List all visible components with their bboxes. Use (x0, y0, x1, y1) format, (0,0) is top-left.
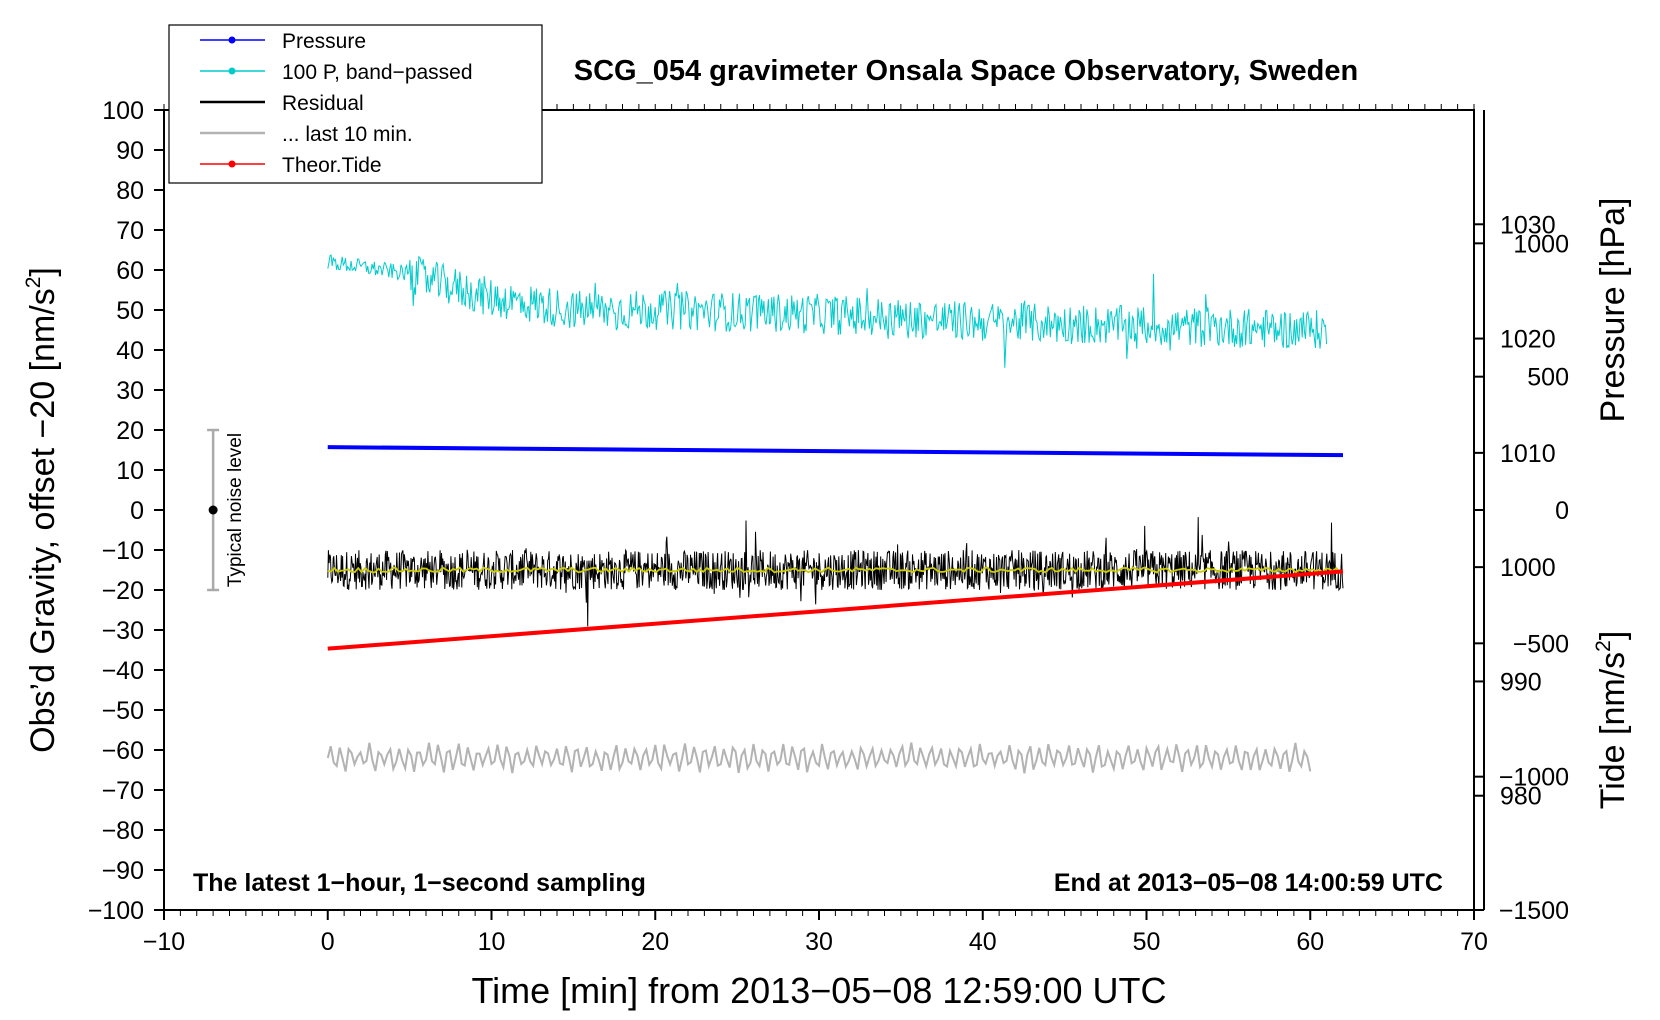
noise-bar: Typical noise level (207, 428, 246, 592)
series-100p-bandpassed (327, 254, 1328, 368)
y-axis-label-tide: Tide [nm/s2] (1592, 631, 1632, 810)
annotation-left: The latest 1−hour, 1−second sampling (193, 869, 646, 897)
x-tick-label: 60 (1296, 928, 1324, 956)
x-tick-label: 30 (805, 928, 833, 956)
x-tick-label: −10 (143, 928, 185, 956)
legend-label: Theor.Tide (282, 154, 382, 177)
y-tick-label: 100 (102, 97, 144, 125)
x-tick-label: 0 (321, 928, 335, 956)
y-axis-left: 1009080706050403020100−10−20−30−40−50−60… (88, 97, 164, 925)
series-last-10-min (326, 742, 1312, 774)
tide-tick-label: 500 (1527, 364, 1569, 392)
y-tick-label: 20 (116, 417, 144, 445)
y-tick-label: 0 (130, 497, 144, 525)
pressure-tick-label: 990 (1500, 668, 1542, 696)
legend-label: 100 P, band−passed (282, 61, 473, 84)
y-tick-label: −20 (102, 577, 144, 605)
y-tick-label: −30 (102, 617, 144, 645)
y-tick-label: −40 (102, 657, 144, 685)
x-tick-label: 70 (1460, 928, 1488, 956)
x-tick-label: 20 (641, 928, 669, 956)
pressure-tick-label: 1000 (1500, 554, 1556, 582)
y-tick-label: −10 (102, 537, 144, 565)
pressure-tick-label: 1030 (1500, 211, 1556, 239)
legend-marker (228, 36, 236, 44)
legend-label: Pressure (282, 30, 366, 53)
legend: Pressure 100 P, band−passed Residual ... la… (168, 24, 543, 184)
y-tick-label: 80 (116, 177, 144, 205)
legend-box (168, 24, 543, 184)
tide-tick-label: 0 (1555, 497, 1569, 525)
x-tick-label: 40 (969, 928, 997, 956)
chart-title: SCG_054 gravimeter Onsala Space Observat… (574, 55, 1358, 87)
pressure-tick-label: 980 (1500, 783, 1542, 811)
pressure-tick-label: 1010 (1500, 440, 1556, 468)
legend-label: Residual (282, 92, 364, 115)
y-tick-label: −60 (102, 737, 144, 765)
legend-label: ... last 10 min. (282, 123, 413, 146)
tide-tick-label: −1500 (1499, 897, 1569, 925)
y-axis-label-left: Obs’d Gravity, offset −20 [nm/s2] (22, 267, 62, 753)
y-tick-label: −80 (102, 817, 144, 845)
y-tick-label: 70 (116, 217, 144, 245)
series-layer (326, 254, 1344, 774)
tide-tick-label: 1000 (1513, 230, 1569, 258)
y-tick-label: 40 (116, 337, 144, 365)
pressure-tick-label: 1020 (1500, 326, 1556, 354)
noise-bar-label: Typical noise level (225, 433, 246, 587)
y-axis-tide: 1000 500 0 −500 −1000 −1500 (1474, 216, 1569, 925)
y-tick-label: 30 (116, 377, 144, 405)
y-tick-label: 10 (116, 457, 144, 485)
legend-marker (228, 67, 236, 75)
y-tick-label: −100 (88, 897, 144, 925)
series-residual-smoothed (327, 566, 1344, 574)
tide-tick-label: −1000 (1499, 764, 1569, 792)
x-axis-label: Time [min] from 2013−05−08 12:59:00 UTC (471, 970, 1166, 1011)
y-tick-label: −70 (102, 777, 144, 805)
tide-tick-label: −500 (1513, 630, 1569, 658)
y-tick-label: 50 (116, 297, 144, 325)
y-tick-label: 90 (116, 137, 144, 165)
y-tick-label: −90 (102, 857, 144, 885)
x-axis: −10 0 10 20 30 40 50 60 70 (143, 910, 1488, 956)
series-theoretical-tide (327, 569, 1344, 651)
x-tick-label: 50 (1133, 928, 1161, 956)
y-axis-label-pressure: Pressure [hPa] (1594, 198, 1632, 423)
x-tick-label: 10 (478, 928, 506, 956)
y-tick-label: 60 (116, 257, 144, 285)
noise-bar-center-dot (208, 505, 218, 515)
y-tick-label: −50 (102, 697, 144, 725)
series-pressure (327, 445, 1344, 458)
legend-marker (228, 160, 236, 168)
annotation-right: End at 2013−05−08 14:00:59 UTC (1054, 869, 1443, 897)
